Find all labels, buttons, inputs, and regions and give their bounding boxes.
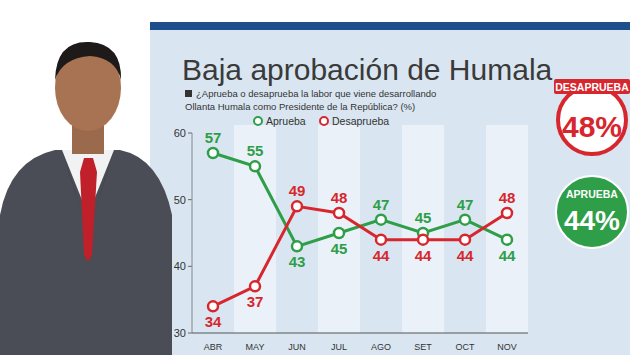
chart: Baja aprobación de Humala ¿Aprueba o desa…	[0, 0, 630, 355]
data-label: 47	[457, 196, 474, 213]
y-tick-label: 40	[174, 260, 186, 272]
series-marker	[376, 215, 386, 225]
y-tick	[188, 133, 192, 134]
x-tick-label: SET	[414, 342, 432, 352]
portrait-hair	[55, 42, 121, 80]
series-marker	[460, 215, 470, 225]
data-label: 37	[247, 293, 264, 310]
series-line	[213, 153, 507, 246]
column-stripe	[486, 125, 528, 333]
series-marker	[334, 208, 344, 218]
top-band	[150, 22, 630, 30]
series-marker	[334, 228, 344, 238]
y-tick	[188, 333, 192, 334]
panel-background	[150, 30, 630, 355]
badge-value: 48%	[562, 110, 622, 143]
legend-label: Aprueba	[266, 115, 306, 127]
series-marker	[292, 241, 302, 251]
series-marker	[208, 148, 218, 158]
series-line	[213, 206, 507, 306]
data-label: 43	[289, 253, 306, 270]
x-tick-label: JUN	[288, 342, 306, 352]
plot-marks	[208, 148, 512, 311]
y-tick-label: 60	[174, 127, 186, 139]
portrait	[0, 42, 172, 355]
series-marker	[208, 301, 218, 311]
series-marker	[376, 235, 386, 245]
subtitle: ¿Aprueba o desaprueba la labor que viene…	[196, 88, 436, 99]
x-tick-label: AGO	[371, 342, 391, 352]
series-marker	[250, 161, 260, 171]
y-tick-label: 50	[174, 194, 186, 206]
data-label: 45	[415, 209, 432, 226]
series-marker	[418, 235, 428, 245]
subtitle-bullet	[185, 90, 192, 97]
portrait-tie	[80, 158, 97, 262]
data-label: 44	[373, 247, 390, 264]
badge-circle	[558, 86, 626, 154]
x-tick-label: OCT	[456, 342, 476, 352]
legend-marker	[320, 117, 328, 125]
series-marker	[292, 201, 302, 211]
data-label: 44	[415, 247, 432, 264]
data-label: 55	[247, 142, 264, 159]
title: Baja aprobación de Humala	[182, 53, 553, 86]
x-tick-label: MAY	[246, 342, 265, 352]
data-label: 34	[205, 313, 222, 330]
data-label: 48	[331, 189, 348, 206]
data-label: 44	[499, 247, 516, 264]
data-label: 47	[373, 196, 390, 213]
y-axis	[192, 133, 193, 333]
badge-circle	[556, 176, 628, 248]
subtitle: Ollanta Humala como Presidente de la Rep…	[185, 101, 415, 112]
data-label: 48	[499, 189, 516, 206]
data-label: 57	[205, 129, 222, 146]
series-marker	[460, 235, 470, 245]
page-background	[0, 0, 630, 355]
chart-root: Baja aprobación de Humala ¿Aprueba o desa…	[0, 0, 630, 355]
data-label: 45	[331, 240, 348, 257]
legend-label: Desaprueba	[332, 115, 389, 127]
badge-value: 44%	[564, 205, 620, 236]
badge-title: DESAPRUEBA	[555, 81, 629, 93]
y-tick	[188, 266, 192, 267]
x-tick-label: NOV	[497, 342, 517, 352]
column-stripe	[234, 125, 276, 333]
series-marker	[502, 235, 512, 245]
series-marker	[502, 208, 512, 218]
x-tick-label: ABR	[204, 342, 223, 352]
portrait-suit	[0, 150, 172, 355]
portrait-lapel	[62, 150, 114, 215]
x-tick-label: JUL	[331, 342, 347, 352]
data-label: 49	[289, 182, 306, 199]
legend-marker	[254, 117, 262, 125]
x-axis	[192, 333, 528, 334]
data-label: 44	[457, 247, 474, 264]
y-tick-label: 30	[174, 327, 186, 339]
series-marker	[250, 281, 260, 291]
y-tick	[188, 199, 192, 200]
badge-band	[554, 79, 630, 94]
badge-title: APRUEBA	[566, 188, 618, 200]
